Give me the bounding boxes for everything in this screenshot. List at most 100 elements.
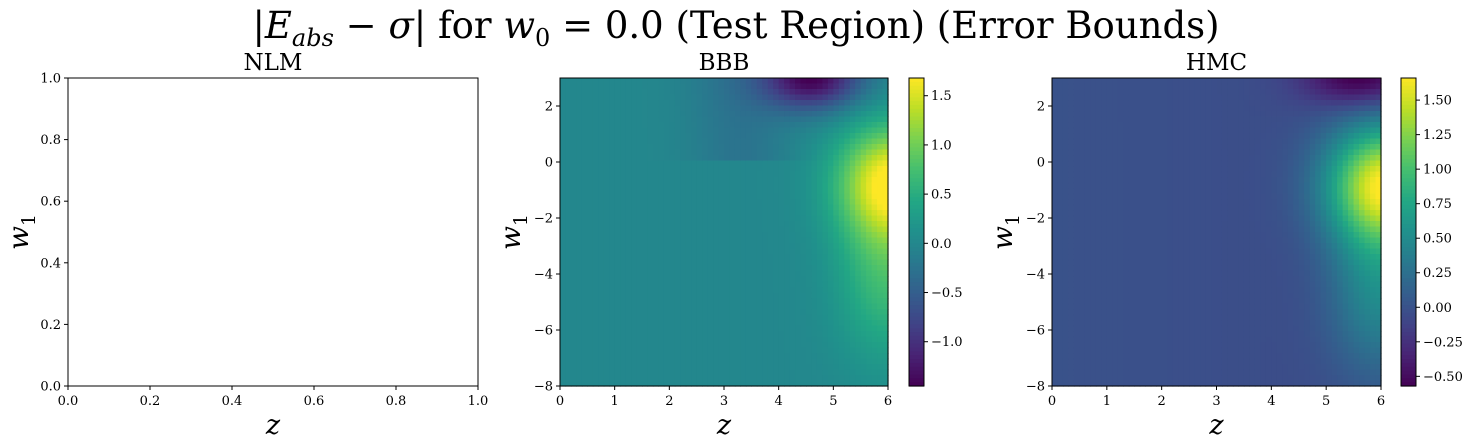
heatmap-cell <box>866 89 873 96</box>
heatmap-cell <box>636 276 643 283</box>
heatmap-cell <box>1106 193 1113 200</box>
heatmap-cell <box>1161 171 1168 178</box>
heatmap-cell <box>855 122 862 129</box>
heatmap-cell <box>1106 199 1113 206</box>
heatmap-cell <box>636 171 643 178</box>
heatmap-cell <box>822 204 829 211</box>
colorbar-cell <box>909 170 924 175</box>
heatmap-cell <box>855 276 862 283</box>
heatmap-cell <box>658 105 665 112</box>
heatmap-cell <box>838 270 845 277</box>
heatmap-cell <box>838 336 845 343</box>
heatmap-cell <box>696 89 703 96</box>
heatmap-cell <box>734 270 741 277</box>
heatmap-cell <box>745 325 752 332</box>
heatmap-cell <box>833 292 840 299</box>
heatmap-cell <box>1134 325 1141 332</box>
heatmap-cell <box>1194 138 1201 145</box>
heatmap-cell <box>877 89 884 96</box>
heatmap-cell <box>1156 166 1163 173</box>
heatmap-cell <box>860 281 867 288</box>
heatmap-cell <box>838 177 845 184</box>
heatmap-cell <box>833 100 840 107</box>
heatmap-cell <box>674 188 681 195</box>
heatmap-cell <box>849 364 856 371</box>
heatmap-cell <box>762 309 769 316</box>
heatmap-cell <box>833 111 840 118</box>
heatmap-cell <box>696 193 703 200</box>
heatmap-cell <box>1139 320 1146 327</box>
heatmap-cell <box>822 100 829 107</box>
heatmap-cell <box>560 336 567 343</box>
heatmap-cell <box>570 133 577 140</box>
heatmap-cell <box>773 89 780 96</box>
heatmap-cell <box>871 380 878 387</box>
heatmap-cell <box>663 105 670 112</box>
heatmap-cell <box>745 89 752 96</box>
heatmap-cell <box>838 221 845 228</box>
heatmap-cell <box>691 78 698 85</box>
colorbar-cell <box>909 235 924 241</box>
heatmap-cell <box>1128 364 1135 371</box>
heatmap-cell <box>620 325 627 332</box>
heatmap-cell <box>685 259 692 266</box>
heatmap-cell <box>636 342 643 349</box>
heatmap-cell <box>592 369 599 376</box>
heatmap-cell <box>560 292 567 299</box>
heatmap-cell <box>838 380 845 387</box>
heatmap-cell <box>625 127 632 134</box>
heatmap-cell <box>784 127 791 134</box>
heatmap-cell <box>1062 232 1070 239</box>
heatmap-cell <box>685 320 692 327</box>
heatmap-cell <box>1145 298 1152 305</box>
heatmap-cell <box>592 215 599 222</box>
heatmap-cell <box>707 364 714 371</box>
heatmap-cell <box>1128 336 1135 343</box>
heatmap-cell <box>1189 204 1196 211</box>
heatmap-cell <box>702 248 709 255</box>
heatmap-cell <box>603 155 610 162</box>
heatmap-cell <box>778 94 785 101</box>
heatmap-cell <box>1183 221 1190 228</box>
heatmap-cell <box>816 364 823 371</box>
heatmap-cell <box>795 210 802 217</box>
heatmap-cell <box>1128 100 1135 107</box>
heatmap-cell <box>1189 237 1196 244</box>
heatmap-cell <box>570 292 577 299</box>
heatmap-cell <box>800 210 807 217</box>
heatmap-cell <box>1145 237 1152 244</box>
heatmap-cell <box>603 100 610 107</box>
heatmap-cell <box>789 298 796 305</box>
heatmap-cell <box>636 232 643 239</box>
heatmap-cell <box>642 127 649 134</box>
heatmap-cell <box>1167 193 1174 200</box>
heatmap-cell <box>871 276 878 283</box>
heatmap-cell <box>773 144 780 151</box>
heatmap-cell <box>849 369 856 376</box>
heatmap-cell <box>620 232 627 239</box>
heatmap-cell <box>636 182 643 189</box>
heatmap-cell <box>691 259 698 266</box>
heatmap-cell <box>685 358 692 365</box>
heatmap-cell <box>1079 226 1086 233</box>
heatmap-cell <box>871 325 878 332</box>
heatmap-cell <box>652 353 659 360</box>
colorbar-cell <box>909 339 924 345</box>
heatmap-cell <box>866 265 873 272</box>
heatmap-cell <box>1134 210 1141 217</box>
heatmap-cell <box>800 166 807 173</box>
heatmap-cell <box>707 303 714 310</box>
heatmap-cell <box>1156 138 1163 145</box>
heatmap-cell <box>1183 375 1190 382</box>
heatmap-cell <box>609 94 616 101</box>
heatmap-cell <box>1106 155 1113 162</box>
heatmap-cell <box>724 160 731 167</box>
heatmap-cell <box>789 380 796 387</box>
heatmap-cell <box>827 149 834 156</box>
colorbar-cell <box>909 181 924 187</box>
heatmap-cell <box>855 133 862 140</box>
heatmap-cell <box>822 226 829 233</box>
heatmap-cell <box>658 111 665 118</box>
x-tick-label: 4 <box>775 394 783 409</box>
heatmap-cell <box>773 210 780 217</box>
